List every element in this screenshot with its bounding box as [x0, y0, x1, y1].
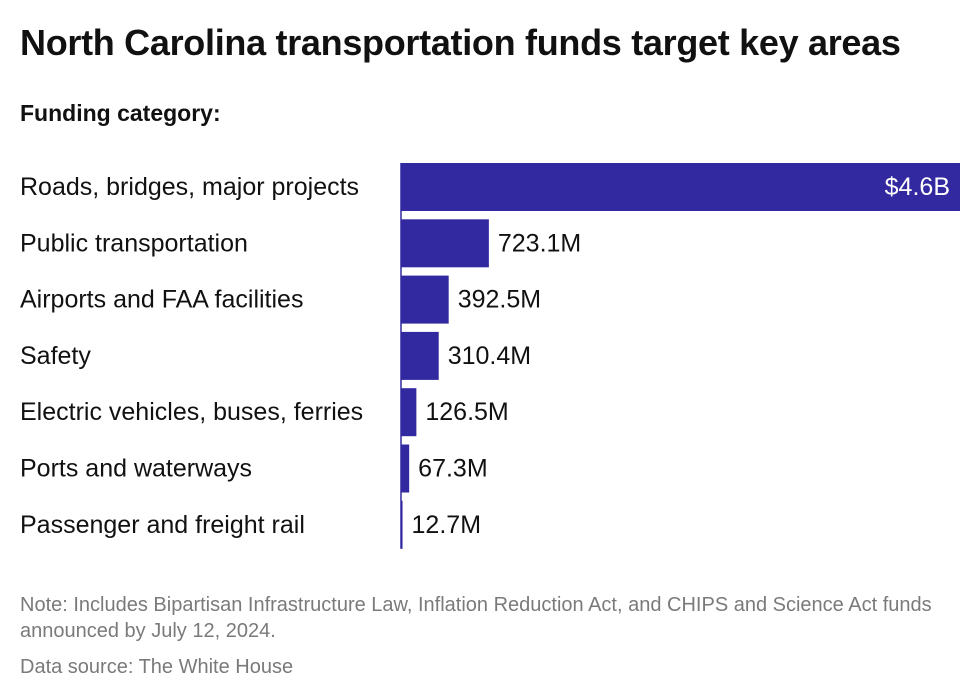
- bar: [401, 163, 960, 211]
- bar-chart: Roads, bridges, major projects $4.6B Publi…: [20, 163, 960, 549]
- value-label: 12.7M: [412, 511, 481, 539]
- bar: [401, 444, 410, 493]
- category-label: Safety: [20, 342, 91, 370]
- data-source: Data source: The White House: [20, 656, 294, 678]
- category-label: Passenger and freight rail: [20, 511, 305, 539]
- chart-subtitle: Funding category:: [20, 100, 221, 126]
- chart-note: Note: Includes Bipartisan Infrastructure…: [20, 594, 932, 642]
- bar: [401, 219, 489, 268]
- value-label: 67.3M: [418, 455, 487, 483]
- category-label: Airports and FAA facilities: [20, 286, 303, 314]
- value-label: 126.5M: [425, 398, 508, 426]
- value-label: $4.6B: [885, 173, 950, 201]
- bar: [401, 388, 417, 437]
- value-label: 723.1M: [498, 229, 581, 257]
- value-label: 310.4M: [448, 342, 531, 370]
- chart-title: North Carolina transportation funds targ…: [20, 22, 901, 63]
- bar: [401, 331, 439, 380]
- bar: [401, 275, 449, 324]
- category-label: Electric vehicles, buses, ferries: [20, 398, 363, 426]
- category-label: Public transportation: [20, 229, 248, 257]
- bar: [401, 500, 403, 549]
- category-label: Roads, bridges, major projects: [20, 173, 359, 201]
- value-label: 392.5M: [458, 286, 541, 314]
- category-label: Ports and waterways: [20, 455, 252, 483]
